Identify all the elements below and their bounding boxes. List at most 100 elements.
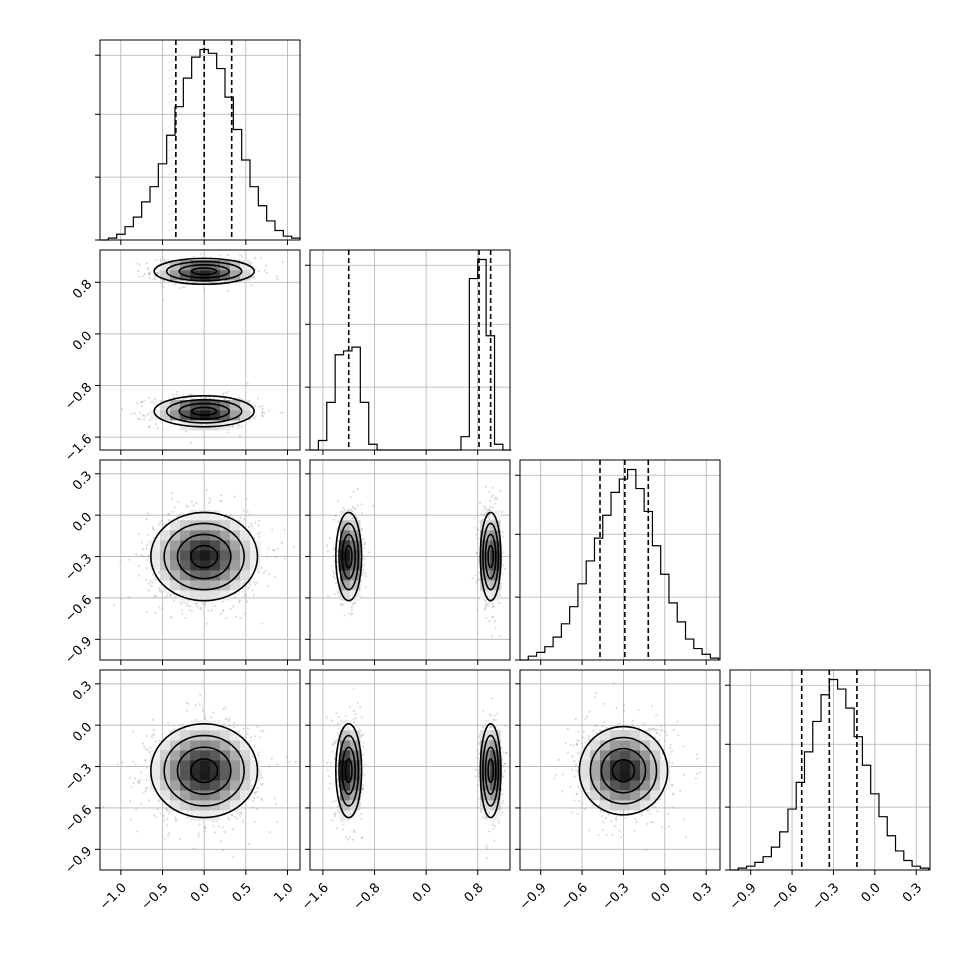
density-cell: [150, 560, 161, 571]
sample-point: [138, 263, 141, 266]
sample-point: [335, 528, 338, 531]
sample-point: [148, 418, 151, 422]
sample-point: [149, 271, 152, 274]
sample-point: [247, 842, 250, 845]
density-cell: [230, 540, 241, 551]
density-cell: [190, 270, 201, 281]
sample-point: [185, 701, 188, 704]
histogram-step: [310, 258, 512, 451]
panel-frame: [519, 459, 721, 661]
sample-point: [146, 533, 149, 536]
sample-point: [262, 730, 265, 733]
sample-point: [259, 256, 262, 259]
sample-point: [256, 790, 259, 793]
density-cell: [220, 590, 231, 601]
contour-line: [479, 511, 502, 602]
sample-point: [252, 800, 255, 803]
sample-point: [283, 557, 286, 560]
density-cell: [190, 540, 201, 551]
panel-frame: [729, 669, 931, 871]
sample-point: [204, 718, 207, 721]
sample-point: [203, 397, 206, 400]
sample-point: [253, 792, 257, 795]
sample-point: [243, 517, 246, 521]
sample-point: [160, 282, 163, 285]
sample-point: [148, 273, 151, 276]
sample-point: [178, 838, 181, 841]
sample-point: [177, 500, 180, 503]
sample-point: [250, 784, 253, 787]
panel-frame: [99, 459, 301, 661]
sample-point: [142, 555, 145, 558]
sample-point: [148, 582, 151, 585]
sample-point: [159, 258, 162, 261]
sample-point: [247, 587, 250, 590]
sample-point: [141, 742, 144, 745]
joint-content: [310, 460, 510, 660]
sample-point: [288, 760, 291, 763]
sample-point: [491, 493, 494, 497]
density-cell: [230, 410, 241, 421]
sample-point: [137, 275, 141, 278]
sample-point: [239, 616, 242, 620]
sample-point: [184, 616, 187, 620]
sample-point: [350, 613, 353, 616]
sample-point: [184, 397, 187, 400]
sample-point: [475, 581, 478, 584]
density-cell: [230, 270, 241, 281]
joint-content: [100, 250, 300, 450]
sample-point: [333, 593, 336, 596]
sample-point: [162, 814, 165, 817]
sample-point: [223, 516, 226, 519]
density-cell: [190, 750, 201, 761]
sample-point: [145, 262, 149, 265]
sample-point: [154, 401, 157, 405]
density-cell: [210, 750, 221, 761]
sample-point: [204, 826, 207, 829]
histogram-step: [100, 48, 301, 241]
density-cell: [220, 800, 231, 811]
sample-point: [175, 390, 179, 393]
histogram-panel-3: [725, 669, 931, 875]
density-cell: [180, 590, 191, 601]
sample-point: [276, 277, 279, 281]
sample-point: [362, 555, 365, 558]
sample-point: [350, 606, 353, 609]
sample-point: [144, 759, 147, 763]
sample-point: [276, 547, 279, 551]
sample-point: [149, 579, 152, 582]
density-cell: [160, 580, 171, 591]
density-cell: [220, 570, 231, 581]
sample-point: [249, 522, 252, 526]
sample-point: [248, 581, 251, 584]
sample-point: [145, 567, 149, 570]
sample-point: [156, 808, 159, 811]
sample-point: [475, 551, 478, 554]
sample-point: [158, 570, 161, 574]
sample-point: [492, 605, 495, 608]
sample-point: [233, 258, 236, 261]
sample-point: [187, 393, 190, 396]
sample-point: [491, 486, 494, 489]
sample-point: [491, 615, 494, 618]
sample-point: [326, 550, 329, 553]
sample-point: [473, 517, 476, 520]
density-cell: [200, 790, 211, 801]
sample-point: [351, 516, 354, 519]
density-cell: [200, 780, 211, 791]
density-cell: [200, 590, 211, 601]
sample-point: [146, 735, 149, 738]
sample-point: [159, 590, 162, 593]
density-cell: [160, 570, 171, 581]
sample-point: [484, 600, 487, 603]
sample-point: [486, 603, 489, 606]
sample-point: [160, 591, 163, 594]
joint-panel-1-3: [305, 669, 511, 875]
sample-point: [261, 622, 264, 625]
joint-content: [100, 670, 300, 870]
sample-point: [253, 417, 256, 420]
sample-point: [361, 544, 364, 547]
sample-point: [480, 512, 483, 516]
density-cell: [230, 740, 241, 751]
density-cell: [170, 740, 181, 751]
